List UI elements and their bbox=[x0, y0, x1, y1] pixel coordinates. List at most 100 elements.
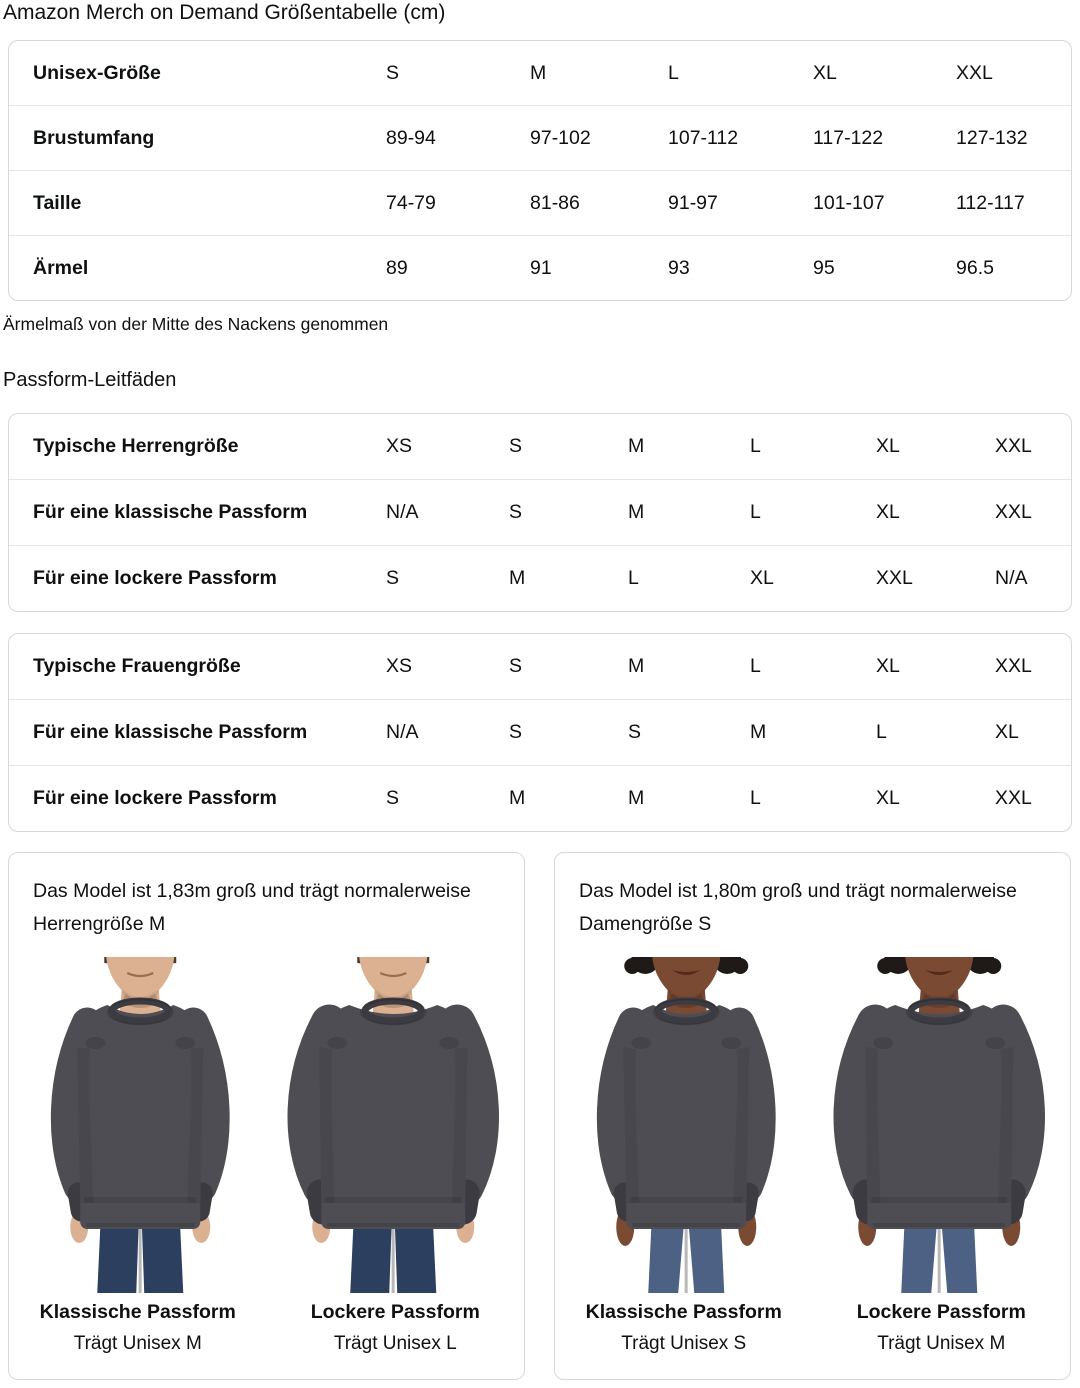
size-cell: S bbox=[509, 655, 523, 677]
table-row: Brustumfang 89-94 97-102 107-112 117-122 127-… bbox=[9, 105, 1071, 170]
size-cell: M bbox=[750, 721, 767, 743]
table-row: Taille 74-79 81-86 91-97 101-107 112-117 bbox=[9, 170, 1071, 235]
row-label: Für eine lockere Passform bbox=[33, 787, 277, 809]
mouth bbox=[379, 971, 407, 978]
photo-caption: Klassische Passform Trägt Unisex S bbox=[555, 1301, 813, 1355]
male-model-classic-fit-photo bbox=[19, 957, 262, 1293]
row-label: Für eine klassische Passform bbox=[33, 501, 308, 523]
table-row: Typische Frauengröße XS S M L XL XXL bbox=[9, 634, 1071, 699]
size-cell: 95 bbox=[813, 256, 835, 279]
row-label: Für eine klassische Passform bbox=[33, 721, 308, 743]
photo-caption: Lockere Passform Trägt Unisex L bbox=[267, 1301, 525, 1355]
model-photos bbox=[19, 957, 514, 1293]
female-classic-fit-model-illustration bbox=[596, 957, 776, 1293]
size-cell: XL bbox=[813, 61, 837, 84]
fit-label: Lockere Passform bbox=[310, 1301, 480, 1323]
male-model-loose-fit-photo bbox=[271, 957, 514, 1293]
row-label: Brustumfang bbox=[33, 126, 155, 149]
mouth bbox=[672, 970, 701, 975]
size-cell: 96.5 bbox=[956, 256, 994, 279]
photo-caption: Lockere Passform Trägt Unisex M bbox=[813, 1301, 1071, 1355]
size-cell: XL bbox=[876, 787, 900, 809]
sleeve-measure-note: Ärmelmaß von der Mitte des Nackens genom… bbox=[3, 314, 389, 334]
row-label: Für eine lockere Passform bbox=[33, 567, 277, 589]
size-cell: 93 bbox=[668, 256, 690, 279]
size-cell: 127-132 bbox=[956, 126, 1028, 149]
table-row: Typische Herrengröße XS S M L XL XXL bbox=[9, 414, 1071, 479]
size-cell: XL bbox=[995, 721, 1019, 743]
row-label: Taille bbox=[33, 191, 82, 214]
female-model-loose-fit-photo bbox=[817, 957, 1060, 1293]
size-cell: M bbox=[628, 787, 645, 809]
size-cell: L bbox=[750, 655, 761, 677]
size-cell: XS bbox=[386, 435, 413, 457]
size-cell: 112-117 bbox=[956, 191, 1025, 214]
model-description: Das Model ist 1,80m groß und trägt norma… bbox=[579, 880, 1017, 935]
size-cell: 101-107 bbox=[813, 191, 885, 214]
size-cell: 107-112 bbox=[668, 126, 739, 149]
size-cell: L bbox=[750, 435, 761, 457]
size-cell: XXL bbox=[995, 655, 1032, 677]
size-cell: L bbox=[876, 721, 887, 743]
size-cell: 81-86 bbox=[530, 191, 580, 214]
size-cell: XL bbox=[876, 501, 900, 523]
size-cell: N/A bbox=[386, 501, 419, 523]
mens-fit-table: Typische Herrengröße XS S M L XL XXL Für eine k… bbox=[8, 413, 1072, 612]
photo-captions: Klassische Passform Trägt Unisex M Locke… bbox=[9, 1301, 524, 1355]
size-cell: L bbox=[668, 61, 679, 84]
size-cell: XS bbox=[386, 655, 413, 677]
male-classic-fit-model-illustration bbox=[50, 957, 230, 1293]
table-row: Ärmel 89 91 93 95 96.5 bbox=[9, 235, 1071, 300]
size-cell: S bbox=[386, 787, 400, 809]
fit-label: Klassische Passform bbox=[585, 1301, 782, 1323]
table-row: Für eine klassische Passform N/A S M L XL XXL bbox=[9, 479, 1071, 545]
size-worn-label: Trägt Unisex L bbox=[333, 1333, 457, 1354]
page-title: Amazon Merch on Demand Größentabelle (cm… bbox=[3, 1, 446, 24]
size-cell: L bbox=[628, 567, 639, 589]
sweatshirt-body bbox=[623, 1005, 750, 1229]
collar bbox=[107, 997, 174, 1026]
size-cell: 91-97 bbox=[668, 191, 718, 214]
size-cell: S bbox=[386, 567, 400, 589]
size-cell: 89 bbox=[386, 256, 408, 279]
collar bbox=[359, 997, 426, 1026]
male-loose-fit-model-illustration bbox=[287, 957, 499, 1293]
row-label: Typische Herrengröße bbox=[33, 435, 239, 457]
photo-caption: Klassische Passform Trägt Unisex M bbox=[9, 1301, 267, 1355]
table-row: Für eine lockere Passform S M L XL XXL N/A bbox=[9, 545, 1071, 611]
photo-captions: Klassische Passform Trägt Unisex S Locke… bbox=[555, 1301, 1070, 1355]
size-cell: 74-79 bbox=[386, 191, 436, 214]
fit-guides-heading: Passform-Leitfäden bbox=[3, 369, 177, 391]
size-cell: S bbox=[509, 721, 523, 743]
model-description: Das Model ist 1,83m groß und trägt norma… bbox=[33, 880, 471, 935]
size-cell: M bbox=[628, 501, 645, 523]
size-cell: XL bbox=[876, 435, 900, 457]
table-row: Für eine lockere Passform S M M L XL XXL bbox=[9, 765, 1071, 831]
size-cell: N/A bbox=[386, 721, 419, 743]
unisex-size-table: Unisex-Größe S M L XL XXL Brustumfang 89-94 97-1… bbox=[8, 40, 1072, 301]
size-cell: S bbox=[509, 435, 523, 457]
size-cell: 117-122 bbox=[813, 126, 884, 149]
size-cell: M bbox=[628, 655, 645, 677]
size-worn-label: Trägt Unisex M bbox=[73, 1333, 202, 1354]
size-cell: L bbox=[750, 787, 761, 809]
size-cell: XL bbox=[876, 655, 900, 677]
collar bbox=[653, 997, 720, 1026]
sweatshirt-body bbox=[864, 1005, 1013, 1229]
mouth bbox=[126, 971, 154, 978]
size-cell: XXL bbox=[995, 435, 1032, 457]
female-model-card: Das Model ist 1,80m groß und trägt norma… bbox=[554, 852, 1071, 1380]
female-loose-fit-model-illustration bbox=[833, 957, 1045, 1293]
table-row: Für eine klassische Passform N/A S S M L XL bbox=[9, 699, 1071, 765]
womens-fit-table: Typische Frauengröße XS S M L XL XXL Für eine k… bbox=[8, 633, 1072, 832]
size-cell: L bbox=[750, 501, 761, 523]
size-cell: 91 bbox=[530, 256, 552, 279]
size-worn-label: Trägt Unisex S bbox=[621, 1333, 747, 1354]
size-cell: XXL bbox=[876, 567, 913, 589]
fit-label: Klassische Passform bbox=[39, 1301, 236, 1323]
sweatshirt-body bbox=[318, 1005, 467, 1229]
size-cell: S bbox=[509, 501, 523, 523]
size-cell: M bbox=[509, 787, 526, 809]
table-row: Unisex-Größe S M L XL XXL bbox=[9, 41, 1071, 105]
size-cell: M bbox=[509, 567, 526, 589]
